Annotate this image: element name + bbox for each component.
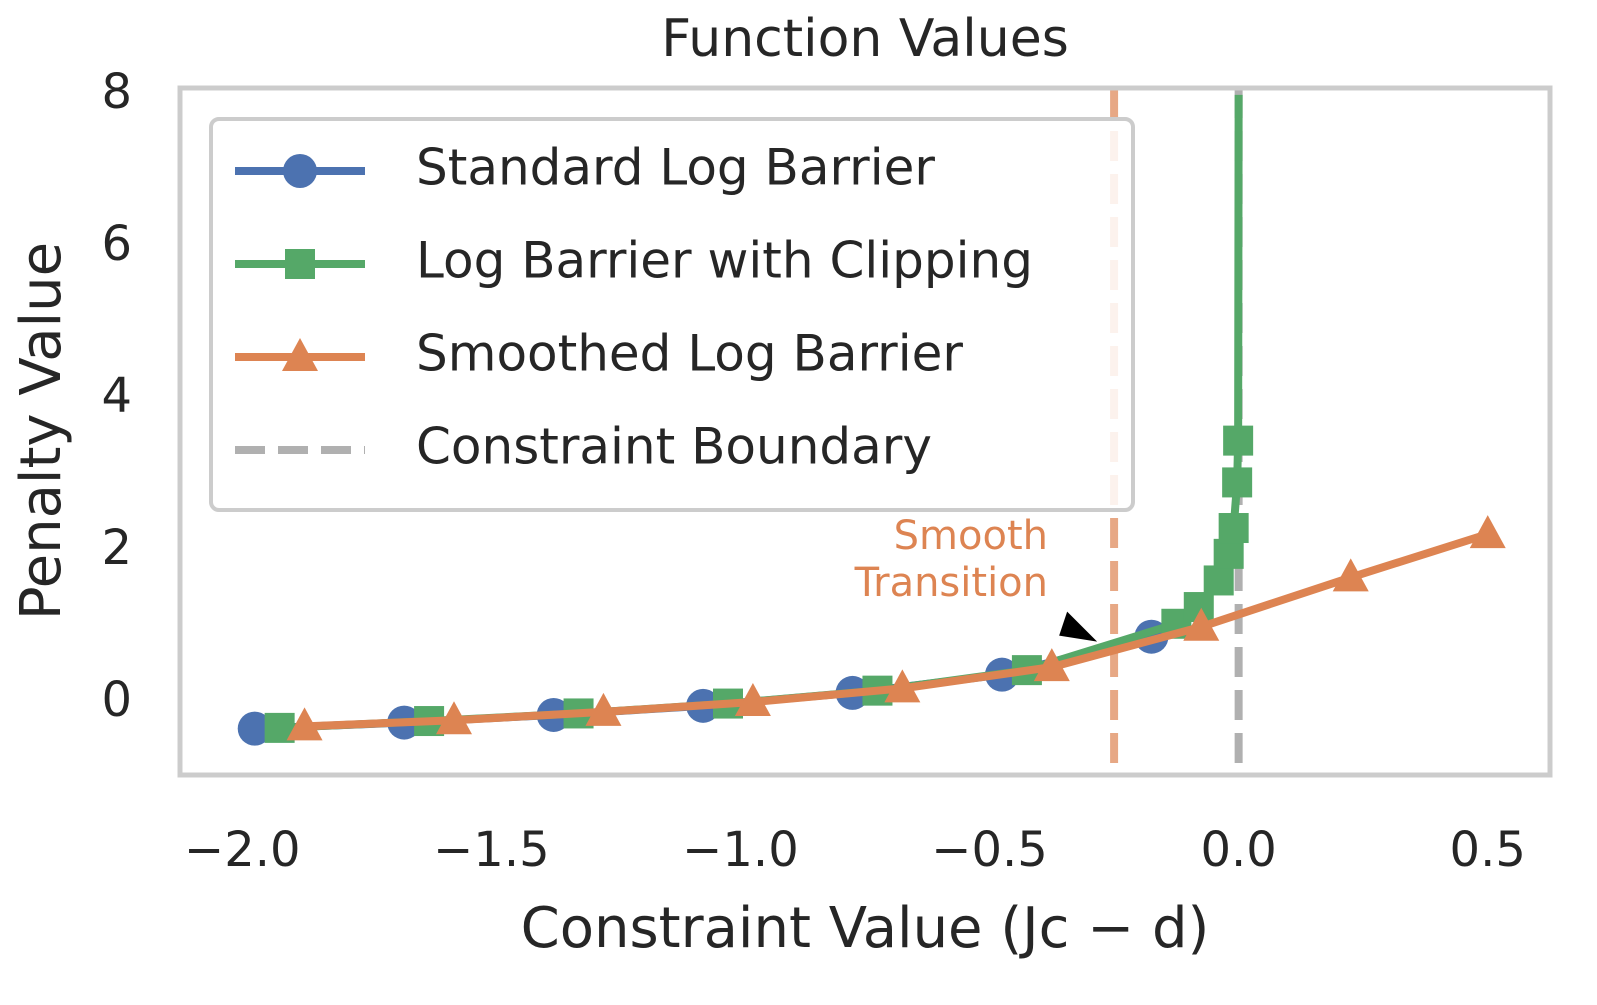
x-tick-label: −2.0 [184, 822, 301, 878]
annotation-text: Smooth [894, 513, 1048, 559]
plot-frame [177, 85, 1553, 778]
data-point [1222, 467, 1253, 498]
data-point [1183, 607, 1220, 641]
data-point [1033, 648, 1070, 682]
legend-box [209, 117, 1135, 512]
legend-label: Constraint Boundary [416, 418, 932, 476]
data-point [734, 683, 771, 717]
y-tick-label: 0 [101, 672, 132, 728]
legend-marker [283, 154, 317, 188]
data-point [1332, 558, 1369, 592]
data-point [1213, 538, 1244, 569]
y-tick-label: 8 [101, 64, 132, 120]
x-tick-label: −1.0 [682, 822, 799, 878]
annotation-text: Transition [854, 560, 1048, 606]
y-tick-label: 2 [101, 520, 132, 576]
x-tick-label: 0.0 [1200, 822, 1276, 878]
data-point [1223, 425, 1254, 456]
plot [237, 88, 1506, 775]
data-point [436, 701, 472, 735]
x-tick-label: −1.5 [433, 822, 550, 878]
data-point [884, 669, 921, 703]
data-point [1203, 565, 1234, 596]
data-point [286, 707, 323, 741]
y-tick-label: 4 [101, 368, 132, 424]
x-axis-label: Constraint Value (Jc − d) [521, 896, 1210, 961]
legend-label: Standard Log Barrier [416, 139, 935, 197]
legend: Standard Log Barrier Log Barrier with Cli… [209, 117, 1135, 512]
chart-title: Function Values [661, 9, 1069, 69]
legend-marker [285, 249, 315, 279]
y-axis-label: Penalty Value [9, 242, 74, 620]
x-tick-label: −0.5 [931, 822, 1048, 878]
legend-label: Log Barrier with Clipping [416, 232, 1033, 290]
x-tick-label: 0.5 [1450, 822, 1526, 878]
data-point [1218, 513, 1249, 544]
annotation-arrow [1059, 611, 1098, 642]
y-tick-label: 6 [101, 216, 132, 272]
legend-label: Smoothed Log Barrier [416, 325, 963, 383]
data-point [237, 711, 272, 746]
data-point [1469, 515, 1506, 549]
data-point [585, 692, 622, 726]
legend-marker [282, 338, 318, 371]
